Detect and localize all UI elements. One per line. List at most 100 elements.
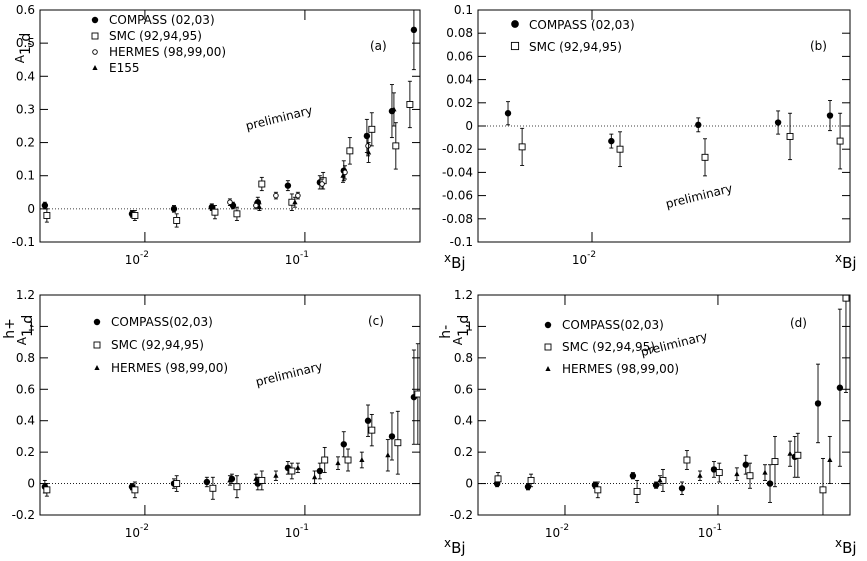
marker: [657, 477, 663, 483]
marker: [364, 417, 372, 424]
plot-frame: [477, 294, 851, 516]
panel: -0.1 -0.08 -0.06 -0.04 -0.02 0 0.02 0.04 0.06 0.0…: [442, 3, 857, 272]
plot-frame: [39, 294, 421, 516]
marker: [346, 147, 354, 155]
y-tick-label: 0.08: [446, 26, 473, 40]
marker: [91, 16, 99, 24]
marker: [385, 452, 391, 458]
x-axis-label: xBj: [444, 251, 466, 272]
x-tick-exponent: -2: [140, 523, 149, 533]
marker: [836, 384, 844, 391]
marker: [544, 321, 552, 329]
marker: [524, 483, 532, 490]
legend-label: SMC (92,94,95): [529, 40, 622, 54]
legend-label: SMC (92,94,95): [562, 340, 655, 354]
marker: [365, 143, 371, 149]
marker: [766, 480, 774, 487]
annotation: preliminary: [664, 181, 734, 211]
x-tick-base: 10: [125, 253, 140, 267]
marker: [794, 451, 802, 459]
x-tick-base: 10: [545, 526, 560, 540]
panel-label: (d): [790, 316, 807, 330]
y-tick-label: -0.2: [12, 508, 35, 522]
y-axis-label-sup: h-: [438, 325, 454, 339]
marker: [391, 106, 397, 112]
y-tick-label: 0.8: [454, 351, 473, 365]
legend-label: HERMES (98,99,00): [109, 45, 226, 59]
x-tick-exponent: -2: [560, 523, 569, 533]
panel: -0.200.20.40.60.811.210-2 10-1xBjA1,dh-(d…: [438, 288, 857, 557]
marker: [762, 469, 768, 475]
marker: [836, 137, 844, 145]
marker: [319, 181, 325, 187]
marker: [359, 457, 365, 462]
y-tick-label: -0.06: [442, 189, 473, 203]
x-axis-label-sub: Bj: [842, 254, 856, 272]
marker: [273, 192, 279, 199]
y-tick-label: 1.2: [16, 288, 35, 302]
marker: [746, 472, 754, 480]
marker: [295, 192, 301, 199]
y-axis-label-main: A: [13, 54, 27, 63]
marker: [312, 474, 318, 480]
marker: [295, 464, 301, 470]
y-tick-label: 0.2: [454, 445, 473, 459]
marker: [284, 182, 292, 189]
x-axis-label-main: x: [835, 251, 842, 265]
marker: [494, 475, 502, 483]
x-tick-base: 10: [125, 526, 140, 540]
y-tick-label: 1: [465, 319, 473, 333]
marker: [827, 457, 833, 462]
data-layer: [504, 100, 844, 177]
plot-frame: [39, 9, 421, 243]
marker: [258, 476, 266, 484]
x-axis-label: xBj: [835, 536, 857, 557]
y-tick-label: -0.2: [450, 508, 473, 522]
marker: [91, 32, 99, 40]
marker: [633, 487, 641, 495]
y-tick-label: 1.2: [454, 288, 473, 302]
data-layer: [41, 10, 418, 228]
marker: [340, 172, 346, 178]
marker: [842, 295, 850, 302]
marker: [321, 456, 329, 464]
panel-label: (c): [368, 314, 384, 328]
legend-label: COMPASS (02,03): [109, 13, 215, 27]
marker: [253, 202, 259, 209]
marker: [288, 467, 296, 475]
x-tick-label: 10-1: [698, 523, 722, 540]
legend-label: SMC (92,94,95): [109, 29, 202, 43]
marker: [406, 101, 414, 108]
y-tick-label: 0: [27, 202, 35, 216]
x-tick-base: 10: [285, 526, 300, 540]
y-axis-label: A1,dh-: [438, 315, 472, 345]
marker: [131, 486, 139, 494]
y-tick-label: 1: [27, 319, 35, 333]
marker: [227, 477, 233, 483]
marker: [292, 199, 298, 205]
x-tick-label: 10-2: [125, 523, 149, 540]
x-axis-label: xBj: [835, 251, 857, 272]
y-tick-label: 0.1: [454, 3, 473, 17]
data-layer: [41, 343, 420, 500]
x-tick-exponent: -2: [140, 250, 149, 260]
marker: [173, 480, 181, 488]
x-axis-label-main: x: [835, 536, 842, 550]
x-tick-exponent: -1: [300, 250, 309, 260]
marker: [518, 143, 526, 151]
marker: [211, 208, 219, 216]
marker: [316, 467, 324, 475]
legend-label: HERMES (98,99,00): [562, 362, 679, 376]
marker: [608, 137, 615, 145]
marker: [392, 142, 400, 150]
marker: [652, 481, 660, 489]
y-tick-label: 0.4: [16, 414, 35, 428]
y-tick-label: -0.1: [450, 235, 473, 249]
marker: [616, 145, 624, 153]
marker: [544, 343, 552, 351]
annotation: preliminary: [254, 359, 324, 389]
marker: [814, 400, 822, 407]
y-tick-label: 0.3: [16, 102, 35, 116]
